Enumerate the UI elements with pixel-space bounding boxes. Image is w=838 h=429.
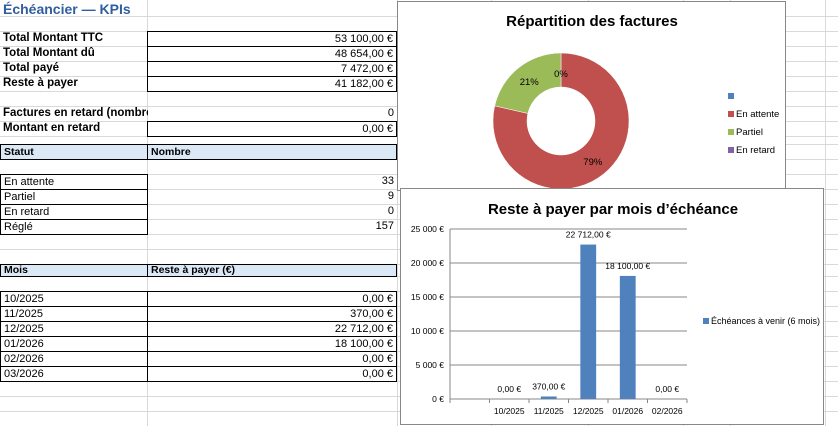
bar-data-label: 22 712,00 € [566, 230, 611, 240]
kpi-value[interactable]: 53 100,00 € [147, 31, 397, 47]
chart-title: Répartition des factures [506, 13, 678, 30]
bar-chart-svg: Reste à payer par mois d’échéance 0 € 5 00… [411, 201, 820, 416]
bar-data-label: 370,00 € [532, 381, 565, 391]
month-label[interactable]: 02/2026 [0, 351, 148, 367]
late-count-label[interactable]: Factures en retard (nombre) [3, 107, 148, 119]
bar [540, 396, 557, 399]
donut-chart[interactable]: Répartition des factures 79% 21% 0% En atten… [397, 1, 786, 191]
month-header[interactable]: Mois [0, 264, 148, 277]
chart-title: Reste à payer par mois d’échéance [488, 201, 738, 218]
y-tick-label: 5 000 € [416, 360, 445, 370]
x-tick-label: 10/2025 [494, 406, 525, 416]
kpi-label[interactable]: Total Montant TTC [3, 32, 104, 44]
x-tick-label: 12/2025 [573, 406, 604, 416]
month-label[interactable]: 11/2025 [0, 306, 148, 322]
count-header[interactable]: Nombre [147, 144, 397, 160]
month-value[interactable]: 0,00 € [147, 366, 397, 382]
kpi-label[interactable]: Total Montant dû [3, 47, 95, 59]
bar [580, 244, 597, 399]
y-tick-label: 0 € [432, 394, 444, 404]
month-value[interactable]: 0,00 € [147, 291, 397, 307]
donut-data-label: 0% [554, 69, 568, 80]
x-tick-label: 11/2025 [534, 406, 564, 416]
legend-swatch [728, 111, 734, 117]
legend-label: Partiel [736, 127, 763, 138]
status-label[interactable]: Réglé [0, 219, 148, 235]
y-tick-label: 10 000 € [411, 326, 444, 336]
kpi-label[interactable]: Reste à payer [3, 77, 78, 89]
status-count[interactable]: 0 [387, 205, 394, 217]
month-label[interactable]: 12/2025 [0, 321, 148, 337]
month-value[interactable]: 22 712,00 € [147, 321, 397, 337]
month-value[interactable]: 370,00 € [147, 306, 397, 322]
x-tick-label: 02/2026 [652, 406, 683, 416]
status-label[interactable]: En attente [0, 174, 148, 190]
month-label[interactable]: 03/2026 [0, 366, 148, 382]
status-count[interactable]: 9 [387, 190, 394, 202]
legend-swatch [728, 93, 734, 99]
month-label[interactable]: 10/2025 [0, 291, 148, 307]
donut-chart-svg: Répartition des factures 79% 21% 0% En atten… [492, 13, 779, 190]
late-count-value[interactable]: 0 [387, 107, 394, 119]
status-label[interactable]: En retard [0, 204, 148, 220]
late-amount-label[interactable]: Montant en retard [3, 122, 101, 134]
kpi-value[interactable]: 7 472,00 € [147, 61, 397, 77]
status-label[interactable]: Partiel [0, 189, 148, 205]
donut-data-label: 79% [583, 157, 603, 168]
donut-data-label: 21% [520, 77, 540, 88]
month-label[interactable]: 01/2026 [0, 336, 148, 352]
kpi-label[interactable]: Total payé [3, 62, 60, 74]
donut-slice [492, 52, 630, 190]
month-value[interactable]: 18 100,00 € [147, 336, 397, 352]
y-tick-label: 15 000 € [411, 292, 444, 302]
x-tick-label: 01/2026 [612, 406, 643, 416]
legend-label: En attente [736, 109, 779, 120]
y-tick-label: 25 000 € [411, 224, 444, 234]
legend-label: Échéances à venir (6 mois) [711, 316, 820, 326]
gridline [397, 0, 398, 426]
remaining-header[interactable]: Reste à payer (€) [147, 264, 397, 277]
status-header[interactable]: Statut [0, 144, 148, 160]
month-value[interactable]: 0,00 € [147, 351, 397, 367]
donut-slice [494, 52, 562, 114]
legend-label: En retard [736, 145, 775, 156]
legend-swatch [728, 147, 734, 153]
kpi-value[interactable]: 48 654,00 € [147, 46, 397, 62]
bar [619, 275, 636, 399]
bar-data-label: 0,00 € [655, 384, 679, 394]
legend-swatch [728, 129, 734, 135]
sheet-title: Échéancier — KPIs [3, 1, 131, 17]
bar-data-label: 0,00 € [497, 384, 521, 394]
legend-swatch [703, 318, 709, 324]
y-tick-label: 20 000 € [411, 258, 444, 268]
bar-chart[interactable]: Reste à payer par mois d’échéance 0 € 5 00… [400, 188, 824, 425]
bar-data-label: 18 100,00 € [605, 261, 650, 271]
status-count[interactable]: 157 [375, 220, 394, 232]
late-amount-value[interactable]: 0,00 € [147, 121, 397, 137]
gridline [825, 0, 826, 426]
kpi-value[interactable]: 41 182,00 € [147, 76, 397, 92]
status-count[interactable]: 33 [381, 175, 394, 187]
